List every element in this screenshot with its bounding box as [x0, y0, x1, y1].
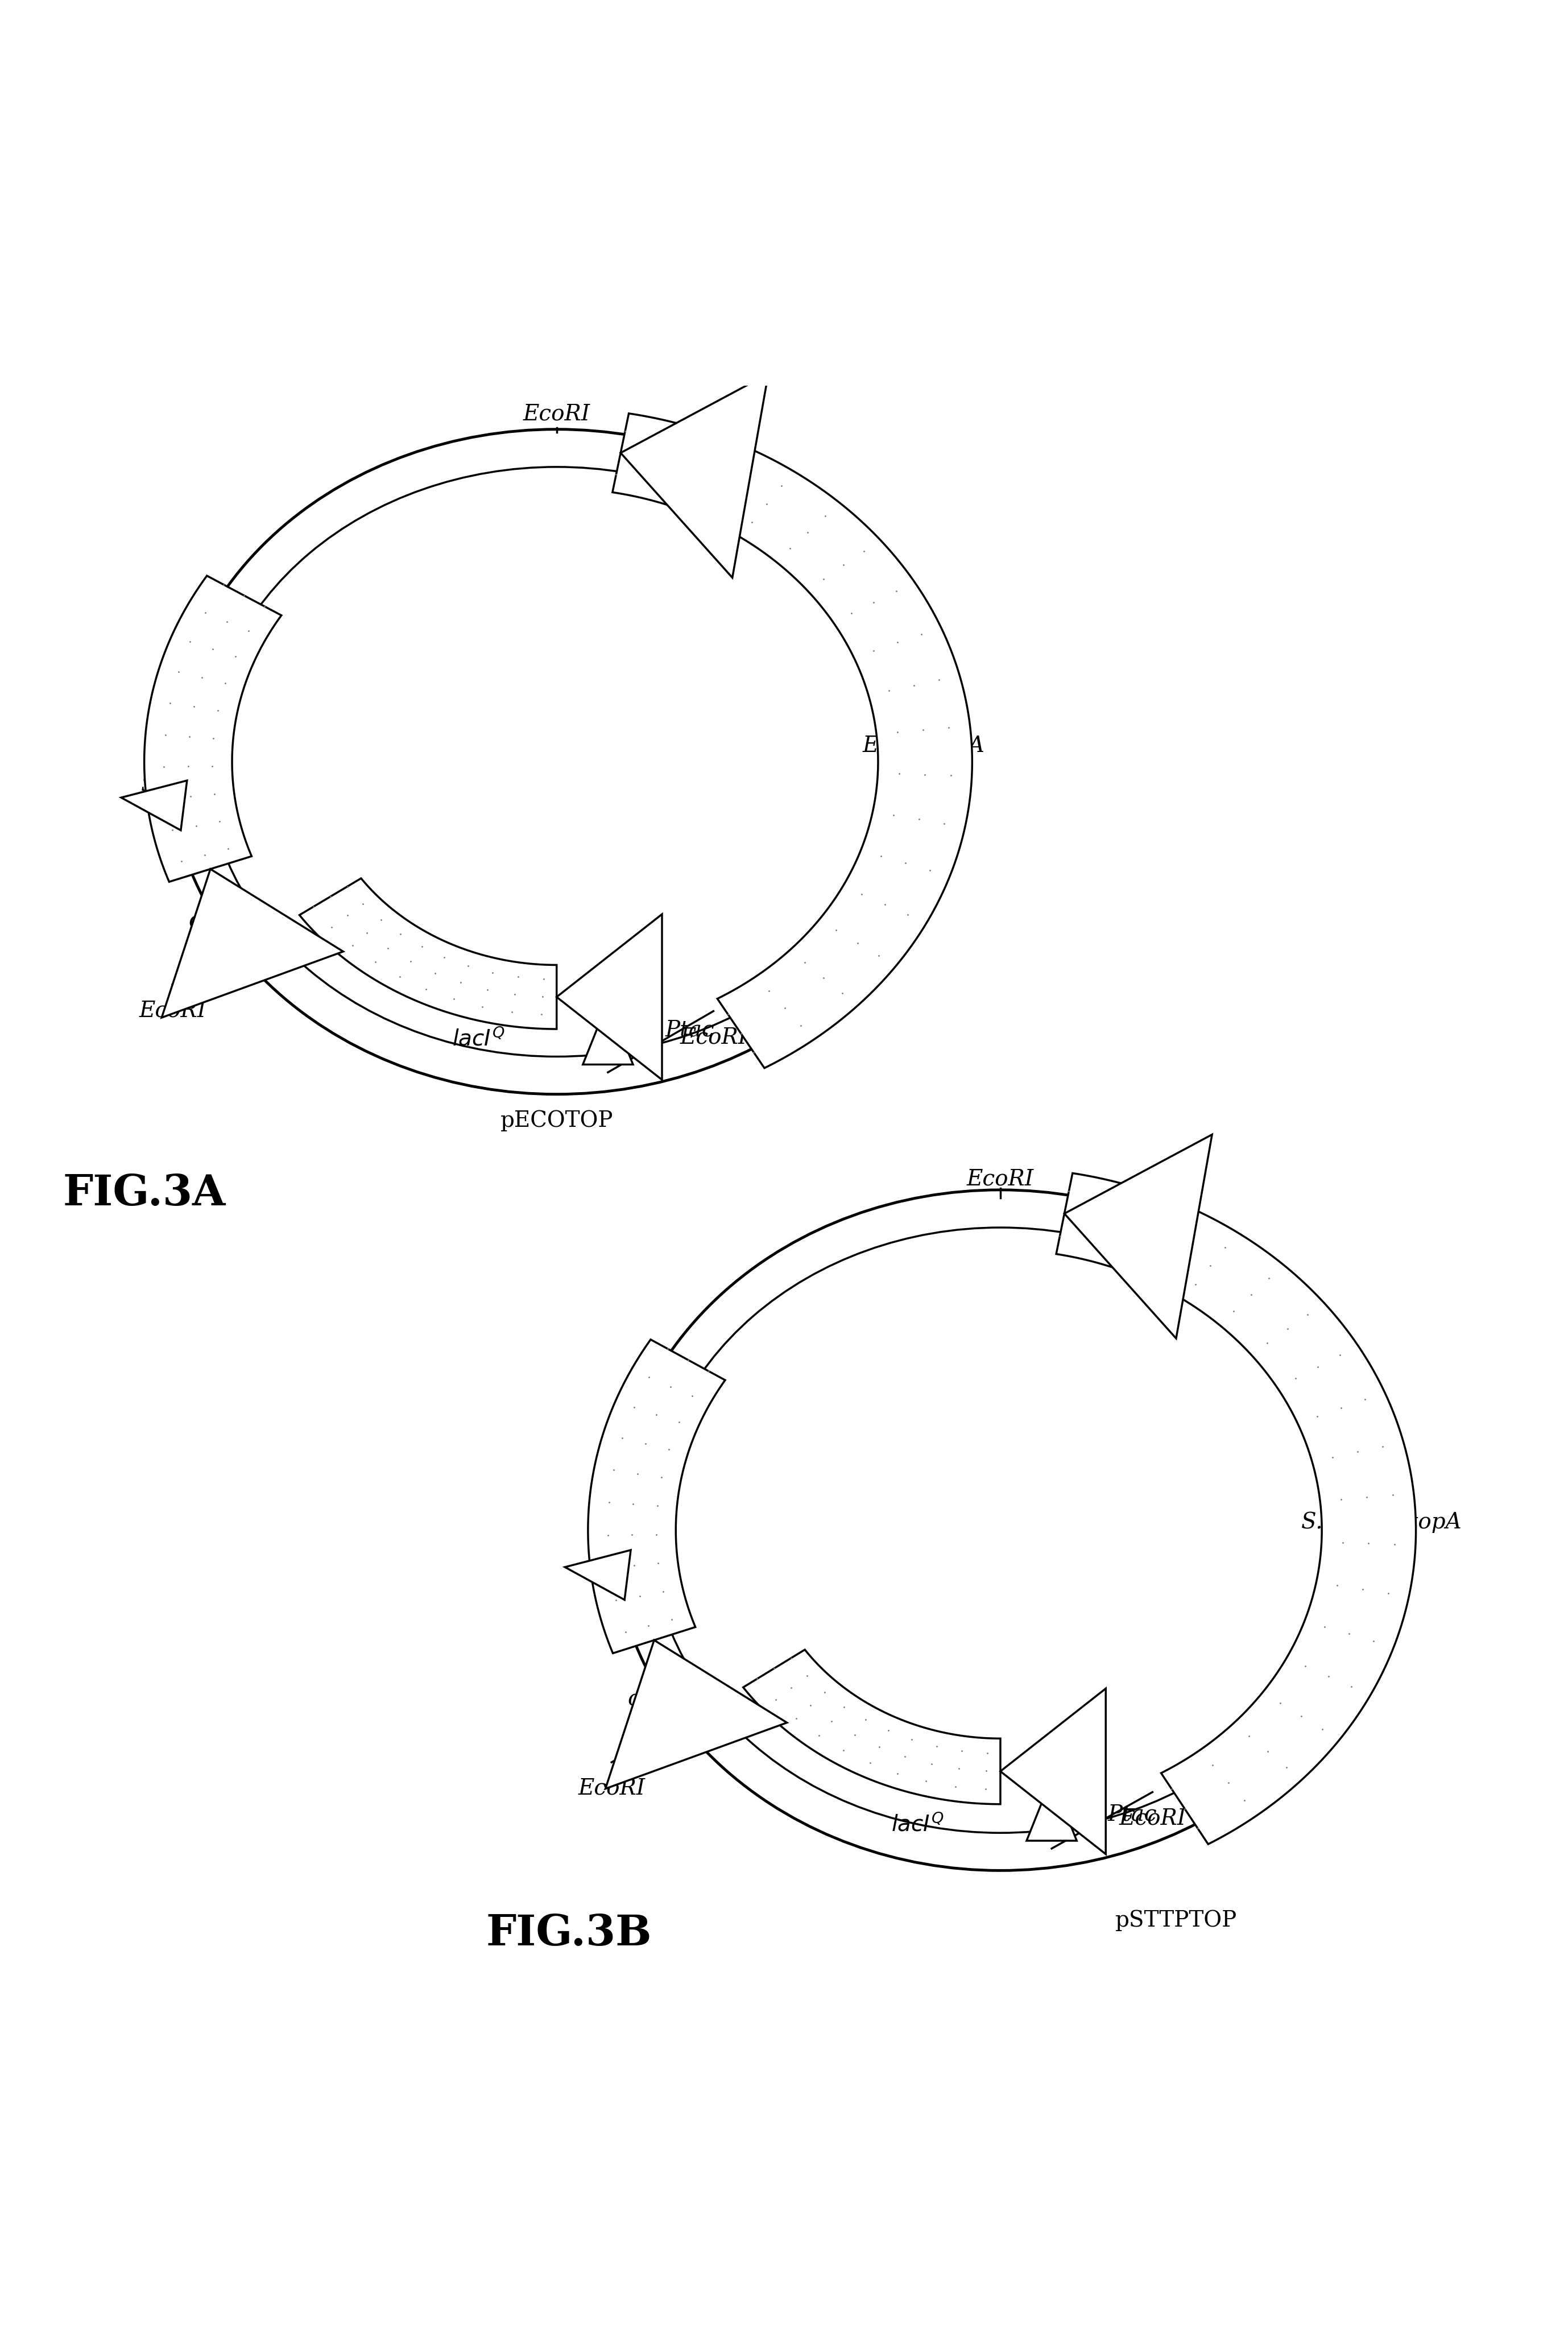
Text: Ptac: Ptac	[665, 1020, 715, 1041]
Text: EcoRI: EcoRI	[1120, 1808, 1185, 1829]
Polygon shape	[1057, 1174, 1416, 1843]
Polygon shape	[121, 781, 187, 830]
Polygon shape	[621, 374, 768, 578]
Text: EcoRI: EcoRI	[579, 1778, 644, 1799]
Polygon shape	[162, 870, 343, 1017]
Text: EcoRI: EcoRI	[967, 1170, 1033, 1191]
Polygon shape	[1065, 1134, 1212, 1338]
Text: EcoRI: EcoRI	[524, 405, 590, 426]
Text: E.coli topA: E.coli topA	[862, 734, 985, 758]
Text: FIG.3B: FIG.3B	[486, 1913, 652, 1955]
Polygon shape	[613, 414, 972, 1069]
Text: EcoRI: EcoRI	[681, 1027, 746, 1048]
Text: Sp/Sm: Sp/Sm	[141, 774, 213, 795]
Text: $lacI^Q$: $lacI^Q$	[452, 1027, 505, 1050]
Text: pSTTPTOP: pSTTPTOP	[1115, 1909, 1237, 1932]
Text: pECOTOP: pECOTOP	[500, 1111, 613, 1132]
Polygon shape	[144, 575, 281, 882]
Polygon shape	[564, 1551, 630, 1600]
Text: Ptac: Ptac	[1107, 1803, 1157, 1824]
Polygon shape	[743, 1649, 1000, 1803]
Text: Sp/Sm: Sp/Sm	[588, 1558, 660, 1581]
Text: EcoRI: EcoRI	[140, 1001, 205, 1022]
Text: ori: ori	[188, 912, 220, 933]
Polygon shape	[588, 1340, 724, 1654]
Polygon shape	[557, 915, 662, 1081]
Polygon shape	[583, 1001, 633, 1064]
Polygon shape	[1027, 1778, 1077, 1841]
Text: S.Aureus topA: S.Aureus topA	[1301, 1511, 1461, 1532]
Text: FIG.3A: FIG.3A	[63, 1172, 226, 1214]
Text: ori: ori	[627, 1689, 659, 1710]
Polygon shape	[1000, 1689, 1105, 1855]
Polygon shape	[605, 1640, 787, 1789]
Polygon shape	[299, 879, 557, 1029]
Text: $lacI^Q$: $lacI^Q$	[891, 1813, 944, 1836]
